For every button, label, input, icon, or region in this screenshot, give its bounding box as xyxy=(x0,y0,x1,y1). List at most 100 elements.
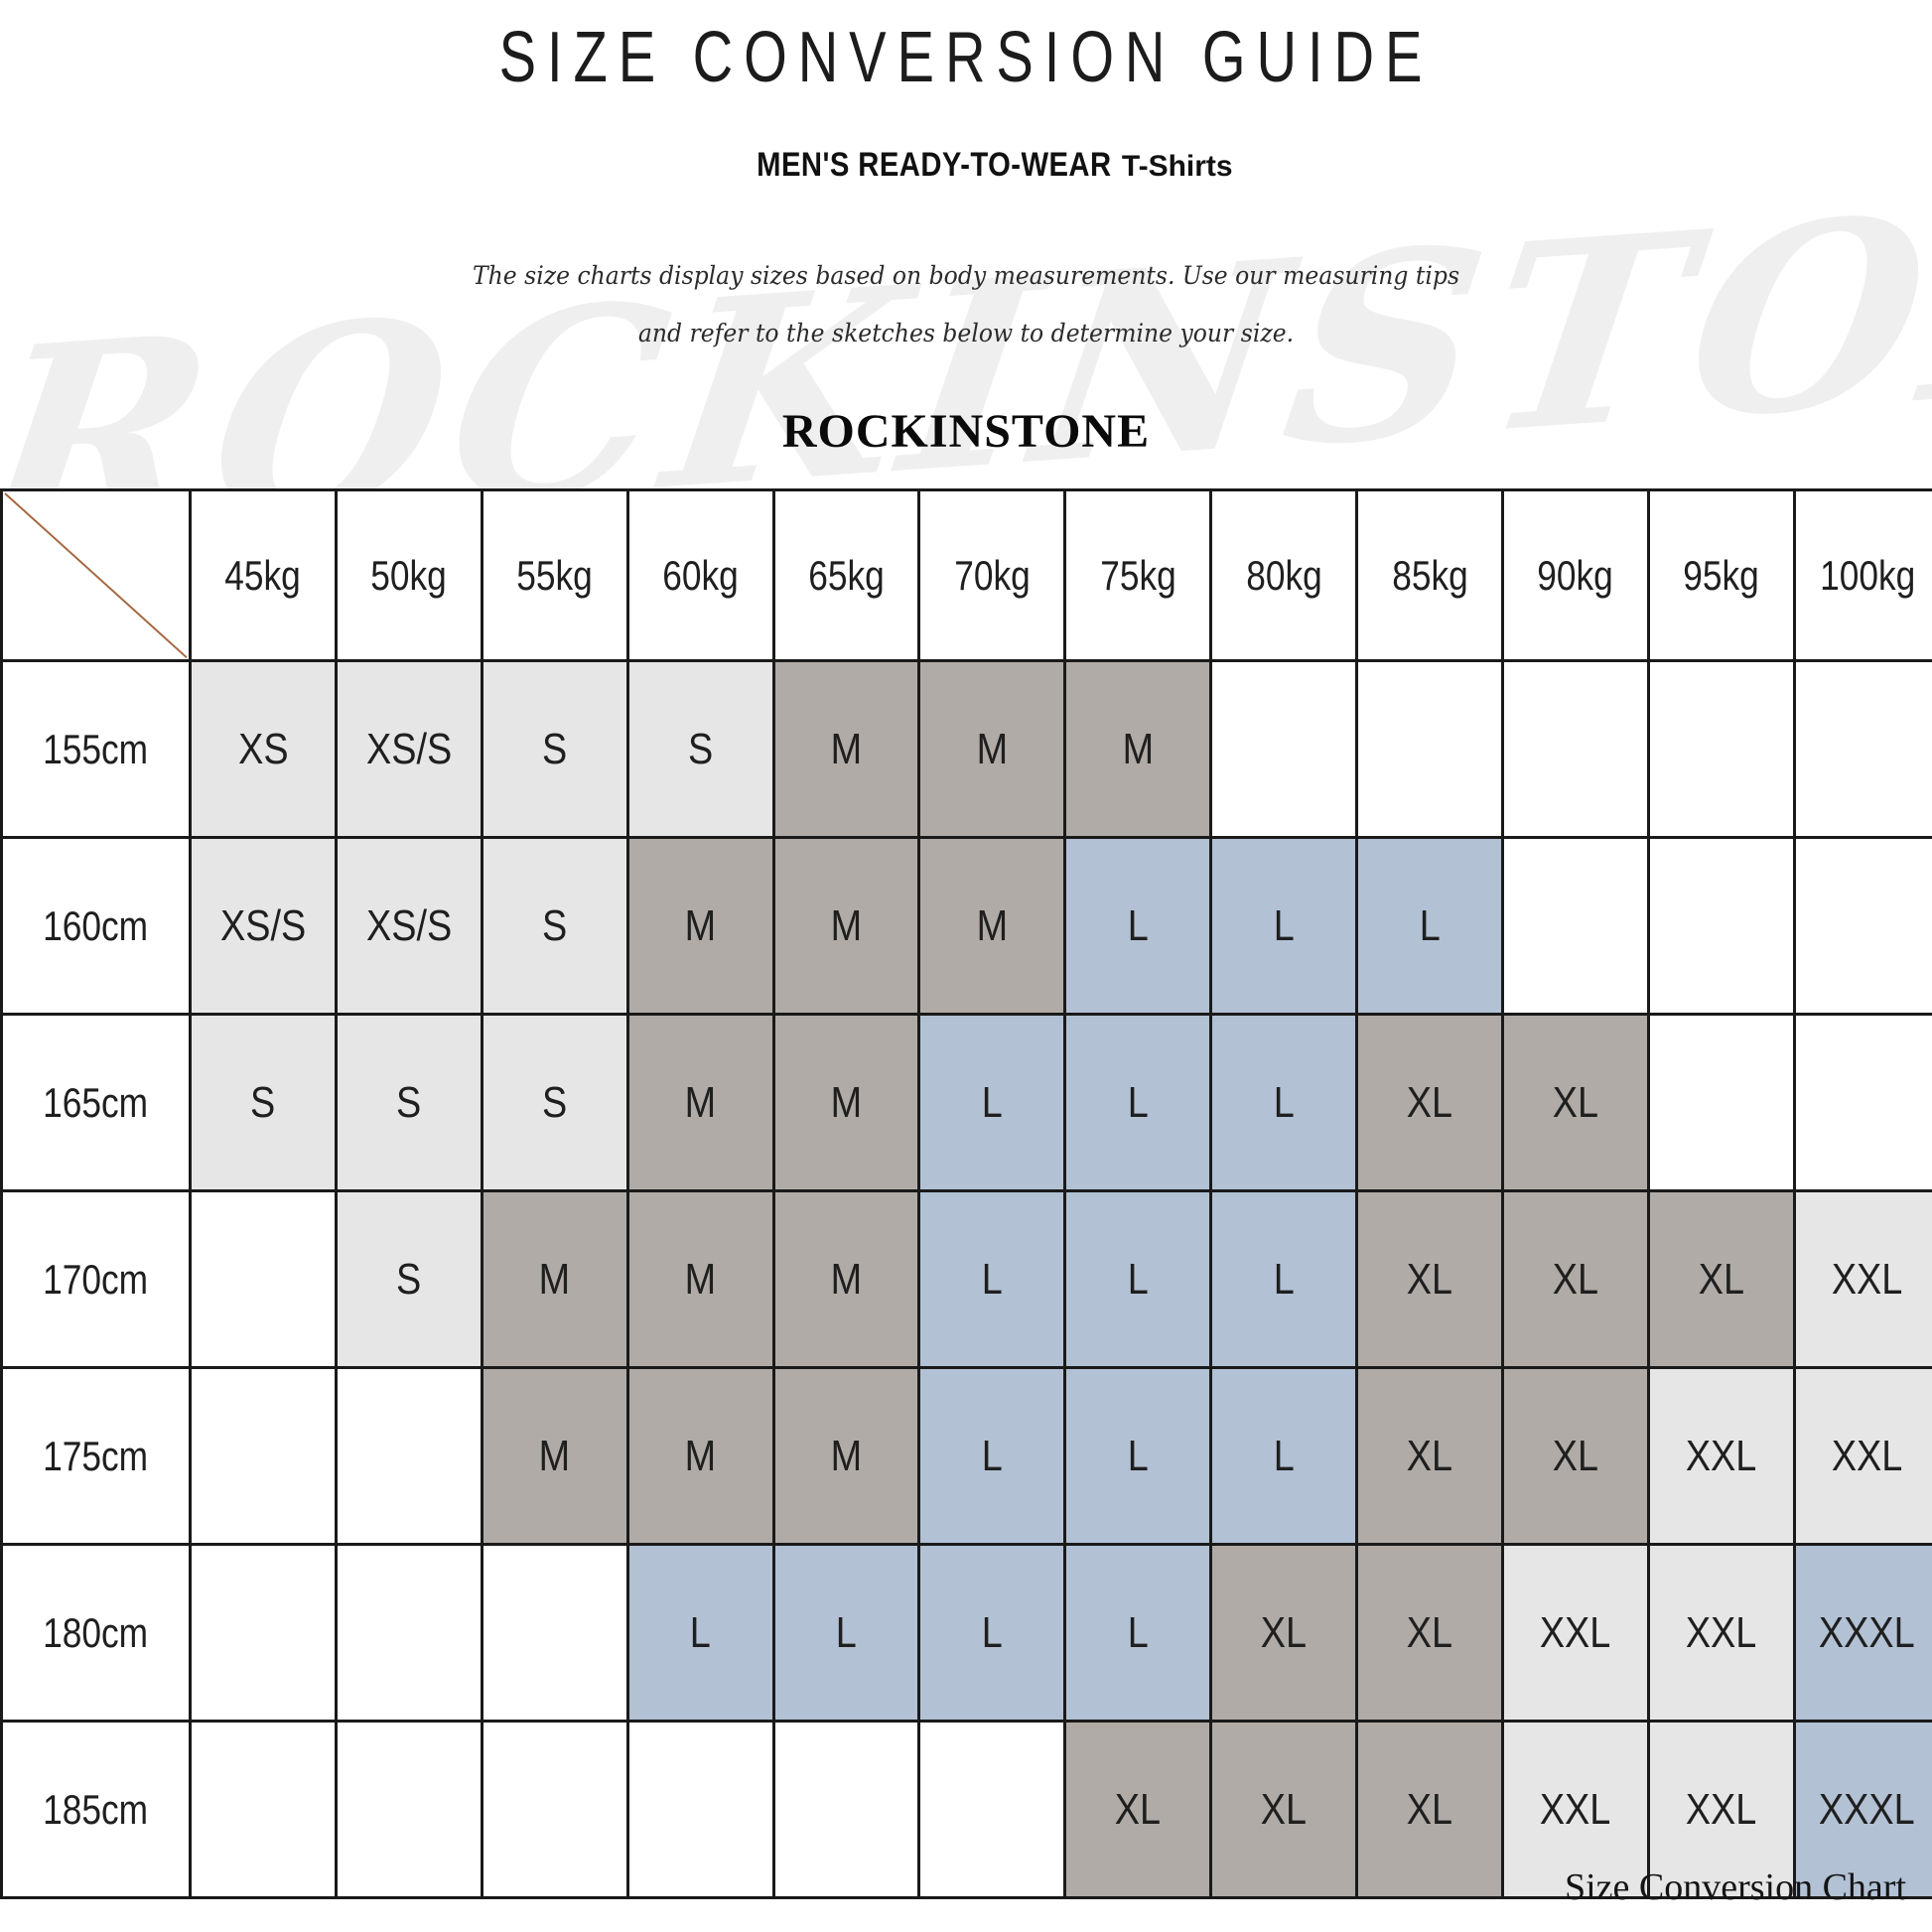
column-header-label: 65kg xyxy=(808,551,885,599)
size-cell: XL xyxy=(1355,1189,1505,1369)
row-header-height: 155cm xyxy=(0,659,192,839)
size-value: M xyxy=(830,1077,863,1127)
empty-cell xyxy=(1792,659,1932,839)
column-header-weight: 85kg xyxy=(1355,488,1505,662)
size-cell: XXXL xyxy=(1792,1720,1932,1899)
size-value: M xyxy=(976,900,1009,950)
size-value: XL xyxy=(1115,1784,1162,1834)
size-cell: XXL xyxy=(1646,1366,1796,1546)
size-value: S xyxy=(396,1254,422,1304)
size-value: XXL xyxy=(1540,1607,1611,1657)
subtitle-category: MEN'S READY-TO-WEAR xyxy=(757,146,1112,184)
size-cell: L xyxy=(1063,1013,1213,1192)
size-cell: M xyxy=(480,1366,629,1546)
size-cell: M xyxy=(917,836,1067,1016)
size-cell: L xyxy=(917,1013,1067,1192)
subtitle: MEN'S READY-TO-WEAR T-Shirts xyxy=(0,145,1932,196)
column-header-weight: 55kg xyxy=(480,488,629,662)
size-cell: XL xyxy=(1355,1720,1505,1899)
size-value: L xyxy=(1273,900,1295,950)
size-cell: S xyxy=(625,659,775,839)
size-value: L xyxy=(1127,1607,1149,1657)
size-value: XL xyxy=(1406,1431,1453,1480)
size-value: XL xyxy=(1552,1077,1599,1127)
size-cell: S xyxy=(480,1013,629,1192)
size-value: L xyxy=(1273,1431,1295,1480)
size-cell: XXL xyxy=(1501,1720,1650,1899)
size-value: XXL xyxy=(1540,1784,1611,1834)
column-header-label: 45kg xyxy=(224,551,302,599)
size-value: XXXL xyxy=(1819,1784,1916,1834)
empty-cell xyxy=(1209,659,1359,839)
size-cell: M xyxy=(625,836,775,1016)
column-header-label: 60kg xyxy=(662,551,739,599)
size-value: XL xyxy=(1406,1077,1453,1127)
size-value: S xyxy=(687,724,714,773)
size-cell: L xyxy=(917,1366,1067,1546)
size-cell: L xyxy=(1063,1543,1213,1723)
size-value: M xyxy=(538,1254,571,1304)
size-cell: XL xyxy=(1646,1189,1796,1369)
table-head: 45kg 50kg 55kg 60kg 65kg 70kg 75kg 80kg 85kg 90kg… xyxy=(0,488,1932,662)
empty-cell xyxy=(189,1366,338,1546)
size-value: XXL xyxy=(1686,1784,1757,1834)
size-value: XXL xyxy=(1686,1607,1757,1657)
size-value: L xyxy=(1127,1254,1149,1304)
size-value: XXXL xyxy=(1819,1607,1916,1657)
empty-cell xyxy=(189,1720,338,1899)
row-header-label: 185cm xyxy=(43,1785,149,1833)
size-value: XL xyxy=(1406,1784,1453,1834)
size-cell: M xyxy=(625,1013,775,1192)
size-value: XXL xyxy=(1686,1431,1757,1480)
size-cell: L xyxy=(917,1543,1067,1723)
column-header-weight: 75kg xyxy=(1063,488,1213,662)
size-value: XL xyxy=(1261,1784,1308,1834)
empty-cell xyxy=(625,1720,775,1899)
empty-cell xyxy=(1646,836,1796,1016)
size-value: XL xyxy=(1406,1607,1453,1657)
size-cell: XL xyxy=(1063,1720,1213,1899)
size-cell: XS xyxy=(189,659,338,839)
size-cell: XS/S xyxy=(189,836,338,1016)
row-header-label: 160cm xyxy=(43,901,149,949)
column-header-label: 80kg xyxy=(1245,551,1322,599)
size-cell: M xyxy=(771,1013,921,1192)
empty-cell xyxy=(1501,659,1650,839)
size-value: L xyxy=(1273,1254,1295,1304)
size-value: L xyxy=(1273,1077,1295,1127)
size-value: M xyxy=(830,1431,863,1480)
page-title: SIZE CONVERSION GUIDE xyxy=(498,18,1434,97)
column-header-weight: 45kg xyxy=(189,488,338,662)
column-header-label: 90kg xyxy=(1537,551,1614,599)
size-cell: M xyxy=(917,659,1067,839)
table-row: 175cm M M M L L L XL XL XXL XXL xyxy=(0,1366,1932,1546)
brand-name: ROCKINSTONE xyxy=(781,405,1151,458)
column-header-label: 55kg xyxy=(516,551,593,599)
size-cell: L xyxy=(771,1543,921,1723)
size-cell: XL xyxy=(1355,1543,1505,1723)
table-row: 170cm S M M M L L L XL XL XL XXL xyxy=(0,1189,1932,1369)
empty-cell xyxy=(1501,836,1650,1016)
size-cell: L xyxy=(917,1189,1067,1369)
size-table-container: 45kg 50kg 55kg 60kg 65kg 70kg 75kg 80kg 85kg 90kg… xyxy=(0,488,1932,1899)
size-value: M xyxy=(830,1254,863,1304)
row-header-height: 175cm xyxy=(0,1366,192,1546)
size-value: L xyxy=(690,1607,712,1657)
size-cell: XXL xyxy=(1792,1366,1932,1546)
size-cell: L xyxy=(1209,1013,1359,1192)
size-value: M xyxy=(1122,724,1155,773)
size-value: XS/S xyxy=(365,900,452,950)
size-cell: L xyxy=(1063,1366,1213,1546)
column-header-weight: 50kg xyxy=(334,488,483,662)
size-value: M xyxy=(830,724,863,773)
column-header-label: 50kg xyxy=(370,551,448,599)
size-cell: L xyxy=(625,1543,775,1723)
size-cell: M xyxy=(1063,659,1213,839)
size-cell: S xyxy=(334,1013,483,1192)
empty-cell xyxy=(1646,1013,1796,1192)
table-row: 185cm XL XL XL XXL XXL XXXL xyxy=(0,1720,1932,1899)
row-header-height: 170cm xyxy=(0,1189,192,1369)
column-header-weight: 60kg xyxy=(625,488,775,662)
size-value: M xyxy=(830,900,863,950)
